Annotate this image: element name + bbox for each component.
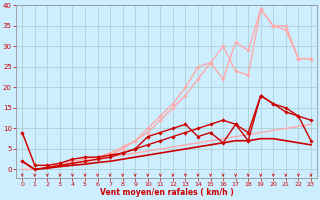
X-axis label: Vent moyen/en rafales ( km/h ): Vent moyen/en rafales ( km/h ) xyxy=(100,188,234,197)
